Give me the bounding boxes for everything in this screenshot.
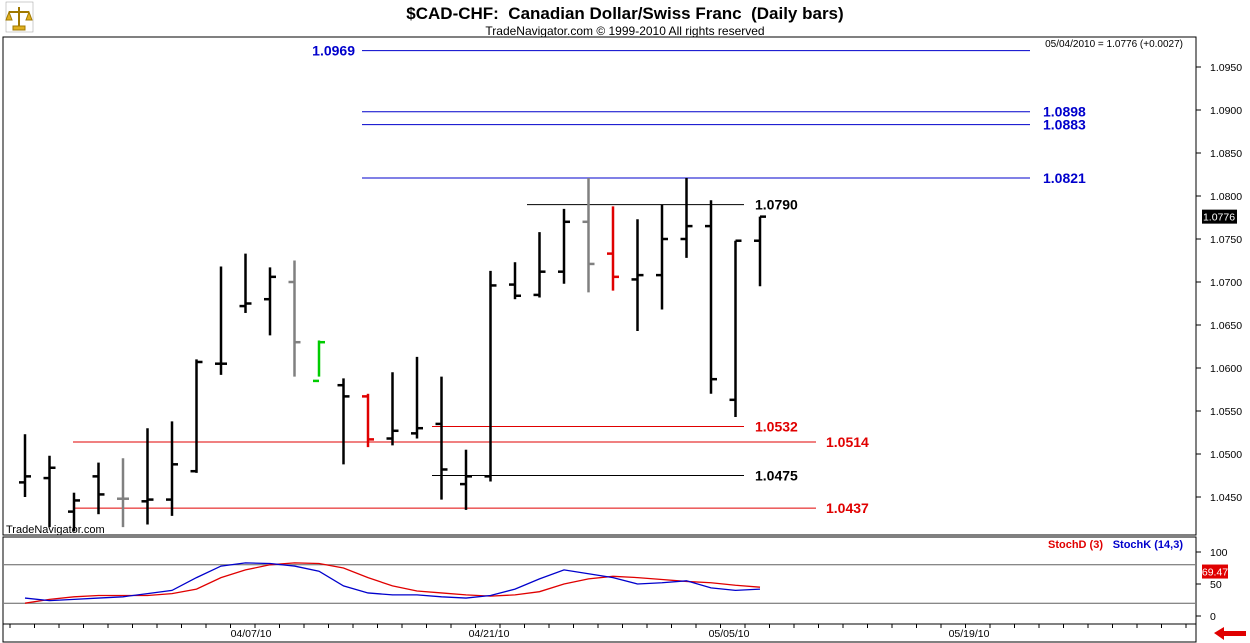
stochk-legend: StochK (14,3) xyxy=(1113,539,1184,551)
price-tick-label: 1.0550 xyxy=(1210,406,1242,418)
date-axis-frame xyxy=(2,623,1197,643)
ohlc-bar xyxy=(656,204,668,310)
level-label: 1.0898 xyxy=(1043,104,1086,120)
level-label: 1.0883 xyxy=(1043,117,1086,133)
ohlc-bar xyxy=(386,372,399,446)
ohlc-bar xyxy=(558,208,570,284)
last-price-label: 1.0776 xyxy=(1203,212,1235,224)
stoch-series-line xyxy=(24,562,761,602)
ohlc-bar xyxy=(729,239,742,418)
price-tick-label: 1.0600 xyxy=(1210,363,1242,375)
stochastic-panel-frame xyxy=(2,536,1197,625)
stoch-series-line xyxy=(24,562,761,604)
ohlc-bar xyxy=(680,177,693,258)
ohlc-bar xyxy=(239,253,252,313)
price-tick-label: 1.0750 xyxy=(1210,234,1242,246)
ohlc-bar xyxy=(141,428,154,525)
ohlc-bar xyxy=(754,215,766,287)
ohlc-bar xyxy=(362,393,374,448)
ohlc-bar xyxy=(460,449,472,510)
level-label: 1.0475 xyxy=(755,468,798,484)
ohlc-bar xyxy=(264,267,276,336)
quote-readout: 05/04/2010 = 1.0776 (+0.0027) xyxy=(1045,39,1183,50)
stochastic-lines xyxy=(4,562,1195,604)
ohlc-bar xyxy=(190,359,203,473)
ohlc-bar xyxy=(288,260,301,377)
stoch-tick-label: 100 xyxy=(1210,547,1228,559)
stochd-legend: StochD (3) xyxy=(1048,539,1103,551)
stoch-tick-label: 50 xyxy=(1210,579,1222,591)
price-bars xyxy=(19,177,766,532)
price-tick-label: 1.0900 xyxy=(1210,105,1242,117)
ohlc-bar xyxy=(435,376,448,500)
date-tick-label: 05/05/10 xyxy=(709,628,750,640)
date-tick-label: 04/07/10 xyxy=(231,628,272,640)
ohlc-bar xyxy=(607,206,619,291)
ohlc-bar xyxy=(43,455,56,528)
ohlc-bar xyxy=(117,458,129,528)
price-axis: 1.0950 1.0900 1.0850 1.0800 1.0750 1.0700 1.06… xyxy=(1196,62,1242,504)
level-label: 1.0969 xyxy=(312,43,355,59)
ohlc-bar xyxy=(484,270,497,482)
level-label: 1.0437 xyxy=(826,500,869,516)
ohlc-bar xyxy=(68,492,80,532)
level-label: 1.0821 xyxy=(1043,170,1086,186)
stochastic-axis: 100 50 0 xyxy=(1196,547,1228,623)
stoch-tick-label: 0 xyxy=(1210,611,1216,623)
ohlc-bar xyxy=(411,356,423,439)
price-tick-label: 1.0850 xyxy=(1210,148,1242,160)
ohlc-bar xyxy=(533,232,546,298)
level-label: 1.0790 xyxy=(755,197,798,213)
price-tick-label: 1.0450 xyxy=(1210,492,1242,504)
price-tick-label: 1.0800 xyxy=(1210,191,1242,203)
scroll-left-arrow-icon[interactable] xyxy=(1212,626,1248,641)
date-axis: 04/07/10 04/21/10 05/05/10 05/19/10 xyxy=(9,624,1187,640)
ohlc-bar xyxy=(337,378,350,465)
ohlc-bar xyxy=(705,200,717,394)
price-tick-label: 1.0950 xyxy=(1210,62,1242,74)
price-tick-label: 1.0500 xyxy=(1210,449,1242,461)
price-tick-label: 1.0700 xyxy=(1210,277,1242,289)
level-label: 1.0514 xyxy=(826,434,869,450)
ohlc-bar xyxy=(19,434,31,497)
ohlc-bar xyxy=(313,340,325,383)
ohlc-bar xyxy=(631,219,644,332)
last-stoch-marker: 69.47 xyxy=(1202,564,1228,579)
ohlc-bar xyxy=(166,421,178,516)
last-stoch-label: 69.47 xyxy=(1202,567,1228,579)
ohlc-bar xyxy=(582,177,595,293)
watermark: TradeNavigator.com xyxy=(6,524,105,536)
price-tick-label: 1.0650 xyxy=(1210,320,1242,332)
level-label: 1.0532 xyxy=(755,418,798,434)
ohlc-bar xyxy=(92,462,105,515)
date-tick-label: 04/21/10 xyxy=(469,628,510,640)
chart-subtitle: TradeNavigator.com © 1999-2010 All right… xyxy=(485,24,764,38)
scales-logo-icon xyxy=(5,1,34,33)
price-panel-frame xyxy=(2,36,1197,536)
ohlc-bar xyxy=(509,262,521,300)
last-price-marker: 1.0776 xyxy=(1202,209,1237,224)
date-tick-label: 05/19/10 xyxy=(949,628,990,640)
ohlc-bar xyxy=(215,266,227,375)
chart-title: $CAD-CHF: Canadian Dollar/Swiss Franc (D… xyxy=(406,4,843,23)
